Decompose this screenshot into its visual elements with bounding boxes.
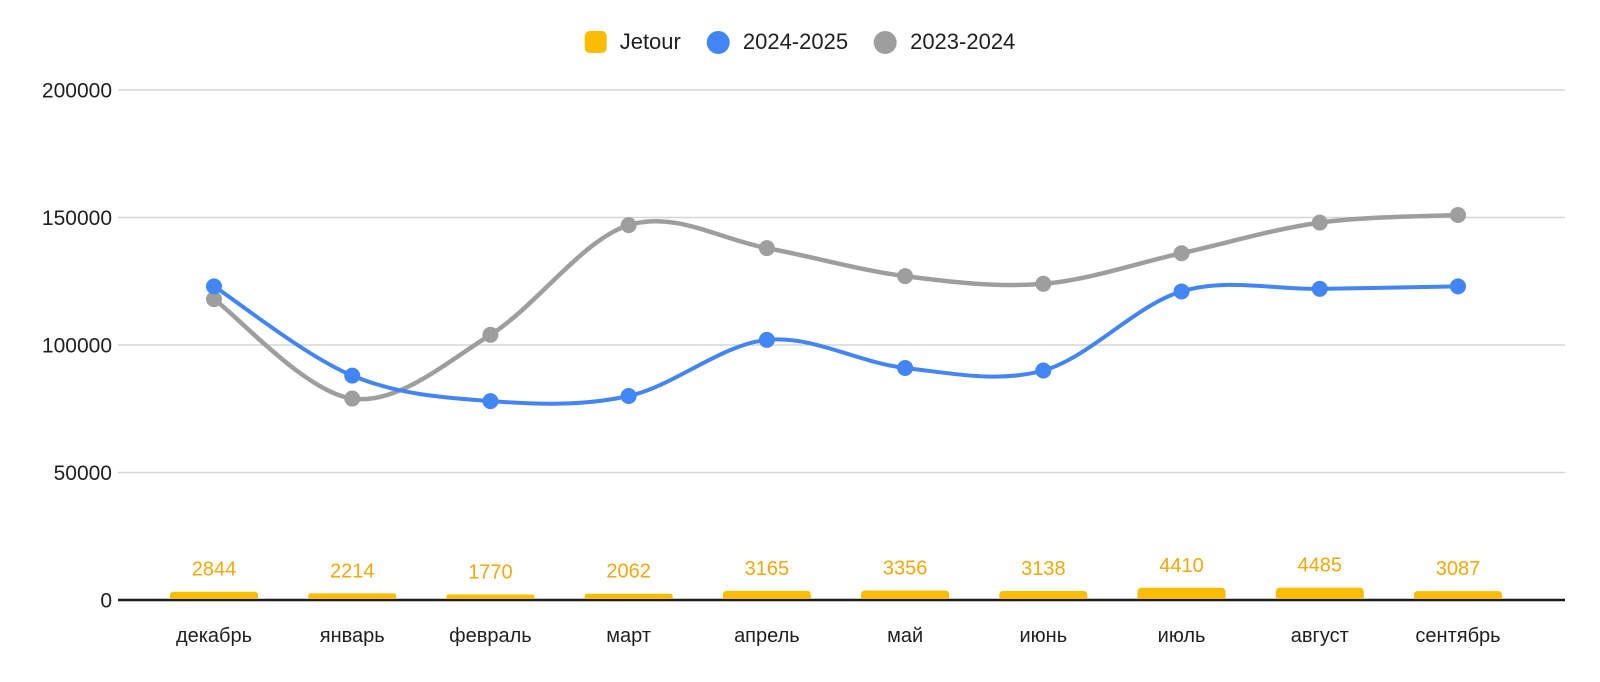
data-point-2024-2025-апрель[interactable] [758, 331, 775, 348]
x-axis-label-март: март [606, 625, 651, 647]
y-axis-tick-label: 0 [100, 590, 112, 613]
bar-value-label: 4410 [1159, 555, 1204, 577]
data-point-2024-2025-сентябрь[interactable] [1450, 278, 1466, 295]
x-axis-label-июль: июль [1158, 625, 1206, 647]
data-point-2023-2024-апрель[interactable] [758, 240, 775, 257]
legend-item-2023-2024[interactable]: 2023-2024 [874, 30, 1015, 54]
x-axis-label-сентябрь: сентябрь [1415, 625, 1500, 647]
legend-label: 2023-2024 [910, 29, 1016, 54]
bar-value-label: 3087 [1436, 558, 1481, 580]
data-point-2024-2025-февраль[interactable] [482, 393, 499, 410]
data-point-2024-2025-июль[interactable] [1173, 283, 1190, 300]
y-axis-tick-label: 150000 [42, 207, 112, 230]
data-point-2023-2024-декабрь[interactable] [206, 291, 222, 308]
x-axis-label-декабрь: декабрь [176, 625, 252, 647]
legend-marker-square-icon [584, 31, 607, 53]
bar-value-label: 3165 [745, 558, 790, 580]
y-axis-tick-label: 50000 [54, 462, 112, 485]
bar-апрель[interactable] [722, 590, 811, 599]
bar-value-label: 2214 [330, 560, 375, 582]
bar-value-label: 2062 [606, 561, 651, 583]
legend-item-Jetour[interactable]: Jetour [584, 29, 681, 54]
bar-май[interactable] [861, 590, 950, 599]
bar-value-label: 4485 [1298, 555, 1343, 577]
data-point-2023-2024-март[interactable] [620, 217, 637, 234]
bar-value-label: 3138 [1021, 558, 1066, 580]
y-axis-tick-label: 200000 [42, 80, 112, 103]
bar-февраль[interactable] [446, 594, 535, 599]
bar-июнь[interactable] [999, 590, 1088, 599]
data-point-2023-2024-сентябрь[interactable] [1450, 206, 1466, 223]
bar-декабрь[interactable] [170, 591, 258, 599]
bar-value-label: 3356 [883, 557, 928, 579]
line-2024-2025 [212, 282, 1460, 406]
legend-marker-circle-icon [706, 30, 730, 54]
bar-январь[interactable] [308, 593, 397, 599]
bar-июль[interactable] [1137, 587, 1226, 599]
data-point-2024-2025-декабрь[interactable] [206, 278, 222, 295]
data-point-2024-2025-январь[interactable] [344, 367, 361, 384]
line-2023-2024 [211, 212, 1461, 402]
data-point-2023-2024-июнь[interactable] [1035, 275, 1052, 292]
data-point-2023-2024-май[interactable] [897, 268, 914, 285]
legend-label: 2024-2025 [742, 29, 849, 54]
data-point-2024-2025-март[interactable] [620, 388, 637, 404]
x-axis-label-май: май [887, 625, 923, 647]
bar-value-label: 1770 [468, 561, 513, 583]
data-point-2024-2025-май[interactable] [897, 359, 914, 376]
data-point-2023-2024-февраль[interactable] [482, 326, 499, 343]
data-point-2024-2025-июнь[interactable] [1035, 362, 1052, 379]
chart-legend: Jetour 2024-2025 2023-2024 [584, 29, 1015, 54]
x-axis-label-февраль: февраль [449, 625, 532, 647]
bar-март[interactable] [584, 593, 673, 599]
x-axis-label-январь: январь [320, 625, 385, 647]
legend-label: Jetour [619, 29, 681, 54]
data-point-2023-2024-август[interactable] [1311, 214, 1328, 231]
bar-август[interactable] [1275, 587, 1364, 599]
x-axis-label-август: август [1291, 625, 1349, 647]
data-point-2023-2024-июль[interactable] [1173, 245, 1190, 262]
x-axis-label-апрель: апрель [734, 625, 800, 647]
x-axis-label-июнь: июнь [1020, 625, 1068, 647]
bar-сентябрь[interactable] [1414, 591, 1502, 599]
data-point-2024-2025-август[interactable] [1311, 280, 1328, 297]
bar-value-label: 2844 [192, 559, 237, 581]
data-point-2023-2024-январь[interactable] [344, 390, 361, 407]
legend-marker-circle-icon [874, 30, 898, 54]
legend-item-2024-2025[interactable]: 2024-2025 [706, 29, 849, 54]
y-axis-tick-label: 100000 [42, 335, 112, 358]
